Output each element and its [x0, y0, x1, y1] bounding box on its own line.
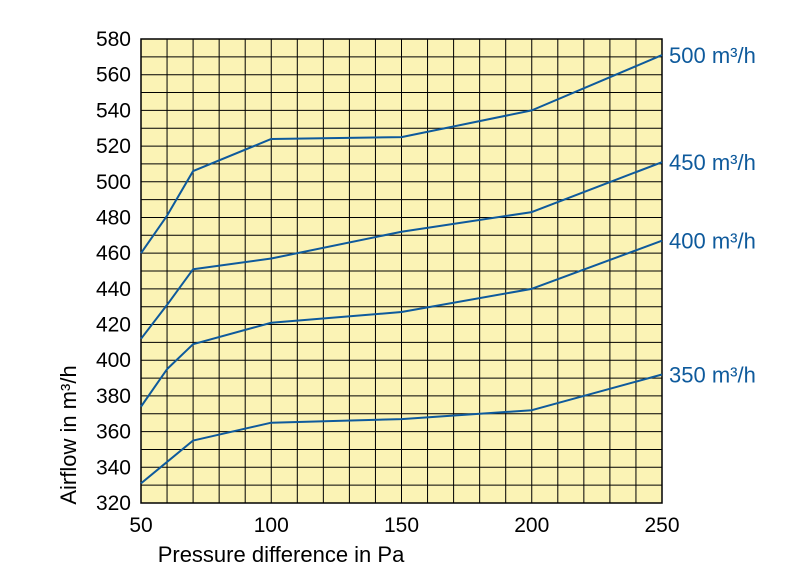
series-label: 400 m³/h [669, 229, 756, 254]
y-tick-label: 360 [96, 421, 131, 444]
y-tick-label: 460 [96, 242, 131, 265]
y-tick-label: 380 [96, 385, 131, 408]
y-axis-label: Airflow in m³/h [56, 365, 81, 504]
x-tick-label: 250 [644, 514, 679, 537]
y-axis-ticks: 320 340 360 380 400 420 440 460 480 500 520 540 560 5… [96, 28, 131, 515]
series-lines [140, 54, 663, 485]
series-labels: 500 m³/h 450 m³/h 400 m³/h 350 m³/h [669, 43, 756, 387]
series-line [140, 54, 663, 254]
y-tick-label: 520 [96, 135, 131, 158]
x-tick-label: 150 [384, 514, 419, 537]
grid [140, 38, 663, 504]
y-tick-label: 340 [96, 456, 131, 479]
y-tick-label: 500 [96, 171, 131, 194]
y-tick-label: 440 [96, 278, 131, 301]
x-axis-ticks: 50 100 150 200 250 [129, 514, 679, 537]
y-tick-label: 320 [96, 492, 131, 515]
series-line [140, 239, 663, 408]
x-tick-label: 200 [514, 514, 549, 537]
y-tick-label: 400 [96, 349, 131, 372]
y-tick-label: 480 [96, 206, 131, 229]
y-tick-label: 540 [96, 99, 131, 122]
series-label: 350 m³/h [669, 363, 756, 388]
y-tick-label: 560 [96, 64, 131, 87]
plot-frame [140, 38, 663, 504]
series-line [140, 373, 663, 485]
series-label: 450 m³/h [669, 150, 756, 175]
y-tick-label: 580 [96, 28, 131, 51]
series-line [140, 161, 663, 340]
x-tick-label: 50 [129, 514, 152, 537]
x-axis-label: Pressure difference in Pa [158, 542, 405, 567]
series-label: 500 m³/h [669, 43, 756, 68]
y-tick-label: 420 [96, 314, 131, 337]
x-tick-label: 100 [254, 514, 289, 537]
